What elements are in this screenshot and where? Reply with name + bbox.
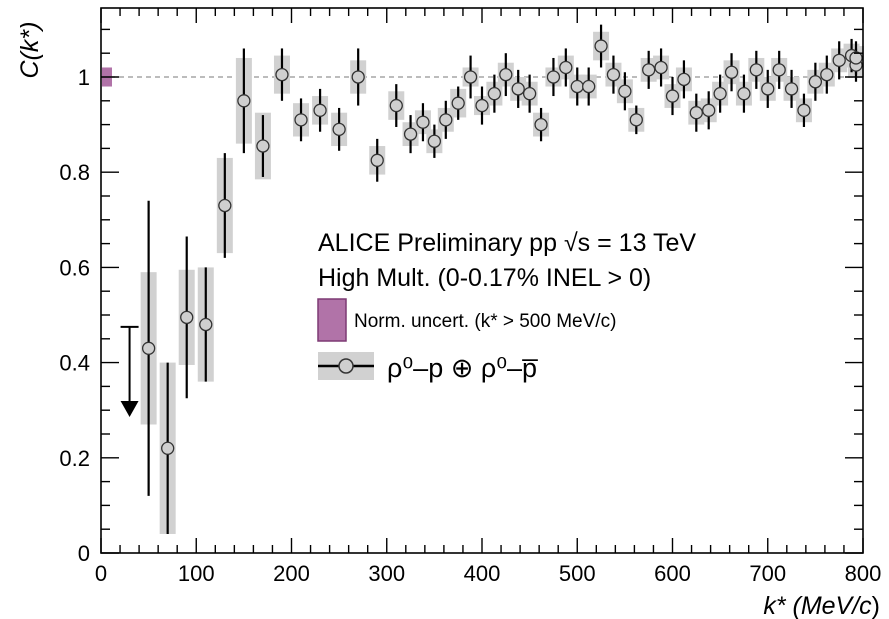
legend-norm-label: Norm. uncert. (k* > 500 MeV/c) <box>354 311 616 332</box>
legend-multiplicity-line: High Mult. (0-0.17% INEL > 0) <box>318 264 651 292</box>
x-tick-label-700: 700 <box>749 561 786 586</box>
data-point-14 <box>403 127 418 141</box>
legend-energy: s = 13 TeV <box>578 229 697 257</box>
x-axis-title: k* (MeV/c) <box>763 592 880 619</box>
tick-labels-layer: 0 100 200 300 400 500 600 700 800 0 0.2 0.4 0.6 0.8 1 <box>59 65 881 586</box>
data-point-16 <box>427 134 442 148</box>
data-point-29 <box>582 79 596 94</box>
x-axis-title-pre: k* (MeV/ <box>763 592 862 619</box>
x-tick-label-200: 200 <box>273 561 310 586</box>
data-point-11 <box>351 70 365 84</box>
data-point-39 <box>702 103 716 117</box>
data-point-27 <box>559 60 573 75</box>
data-point-18 <box>451 96 465 110</box>
data-point-23 <box>511 82 525 96</box>
data-point-20 <box>475 98 489 113</box>
x-tick-label-800: 800 <box>845 561 882 586</box>
data-point-41 <box>724 65 739 79</box>
legend-series-swatch-marker <box>338 358 354 374</box>
y-tick-label-1: 1 <box>78 65 90 90</box>
y-axis-title: C(k*) <box>16 22 44 79</box>
data-point-48 <box>808 75 823 89</box>
data-point-40 <box>713 87 727 101</box>
data-point-32 <box>618 84 632 98</box>
legend: ALICE Preliminary pp √s = 13 TeV High Mu… <box>317 229 696 383</box>
data-point-8 <box>294 113 308 127</box>
data-point-53 <box>849 51 863 65</box>
data-point-47 <box>797 103 811 117</box>
data-point-35 <box>654 60 668 75</box>
data-point-37 <box>677 72 691 87</box>
y-tick-label-0.6: 0.6 <box>59 255 90 280</box>
x-tick-label-100: 100 <box>178 561 215 586</box>
data-point-15 <box>416 115 430 129</box>
data-point-2 <box>180 310 194 325</box>
x-tick-label-600: 600 <box>654 561 691 586</box>
data-point-24 <box>522 87 537 101</box>
data-point-28 <box>570 79 584 94</box>
data-point-17 <box>439 113 453 127</box>
data-point-22 <box>499 67 513 82</box>
data-point-4 <box>218 198 232 213</box>
data-point-42 <box>737 87 751 101</box>
y-tick-label-0: 0 <box>78 541 90 566</box>
data-point-45 <box>772 63 786 77</box>
data-point-5 <box>237 94 251 108</box>
data-point-49 <box>820 67 834 82</box>
data-point-31 <box>606 67 621 82</box>
data-point-26 <box>546 70 561 84</box>
x-tick-label-0: 0 <box>95 561 107 586</box>
data-point-6 <box>256 139 270 153</box>
x-tick-label-400: 400 <box>464 561 501 586</box>
data-point-50 <box>832 53 846 67</box>
x-axis-title-post: ) <box>872 592 880 619</box>
ticks-layer <box>100 8 864 554</box>
legend-series-label: ρ⁰–p ⊕ ρ⁰–p̅ <box>387 353 538 383</box>
data-point-38 <box>689 106 703 120</box>
upper-limit-layer <box>120 325 139 417</box>
data-point-44 <box>761 82 775 96</box>
x-tick-label-300: 300 <box>368 561 405 586</box>
y-tick-label-0.2: 0.2 <box>59 446 90 471</box>
markers-layer <box>141 39 863 455</box>
data-point-25 <box>534 117 548 132</box>
data-point-12 <box>370 153 384 167</box>
data-point-36 <box>665 89 680 103</box>
data-point-33 <box>629 113 643 127</box>
y-tick-label-0.4: 0.4 <box>59 351 90 376</box>
legend-experiment-line: ALICE Preliminary pp √s = 13 TeV <box>318 229 696 257</box>
data-point-0 <box>141 341 156 355</box>
data-point-3 <box>199 317 213 332</box>
data-point-43 <box>749 63 763 77</box>
legend-sqrt-symbol: √ <box>564 229 578 257</box>
data-point-13 <box>389 98 403 113</box>
data-point-34 <box>642 63 656 77</box>
upper-limit-arrowhead <box>120 400 139 417</box>
data-point-9 <box>313 103 327 117</box>
data-point-10 <box>332 122 346 137</box>
data-point-21 <box>487 87 502 101</box>
legend-norm-swatch <box>317 298 347 342</box>
data-point-7 <box>275 67 289 82</box>
legend-experiment-pre: ALICE Preliminary pp <box>318 229 564 257</box>
x-tick-label-500: 500 <box>559 561 596 586</box>
data-point-1 <box>161 441 175 455</box>
x-axis-title-c: c <box>859 592 872 619</box>
data-point-46 <box>784 82 799 96</box>
y-tick-label-0.8: 0.8 <box>59 160 90 185</box>
data-point-30 <box>594 39 608 53</box>
data-point-19 <box>463 70 478 84</box>
